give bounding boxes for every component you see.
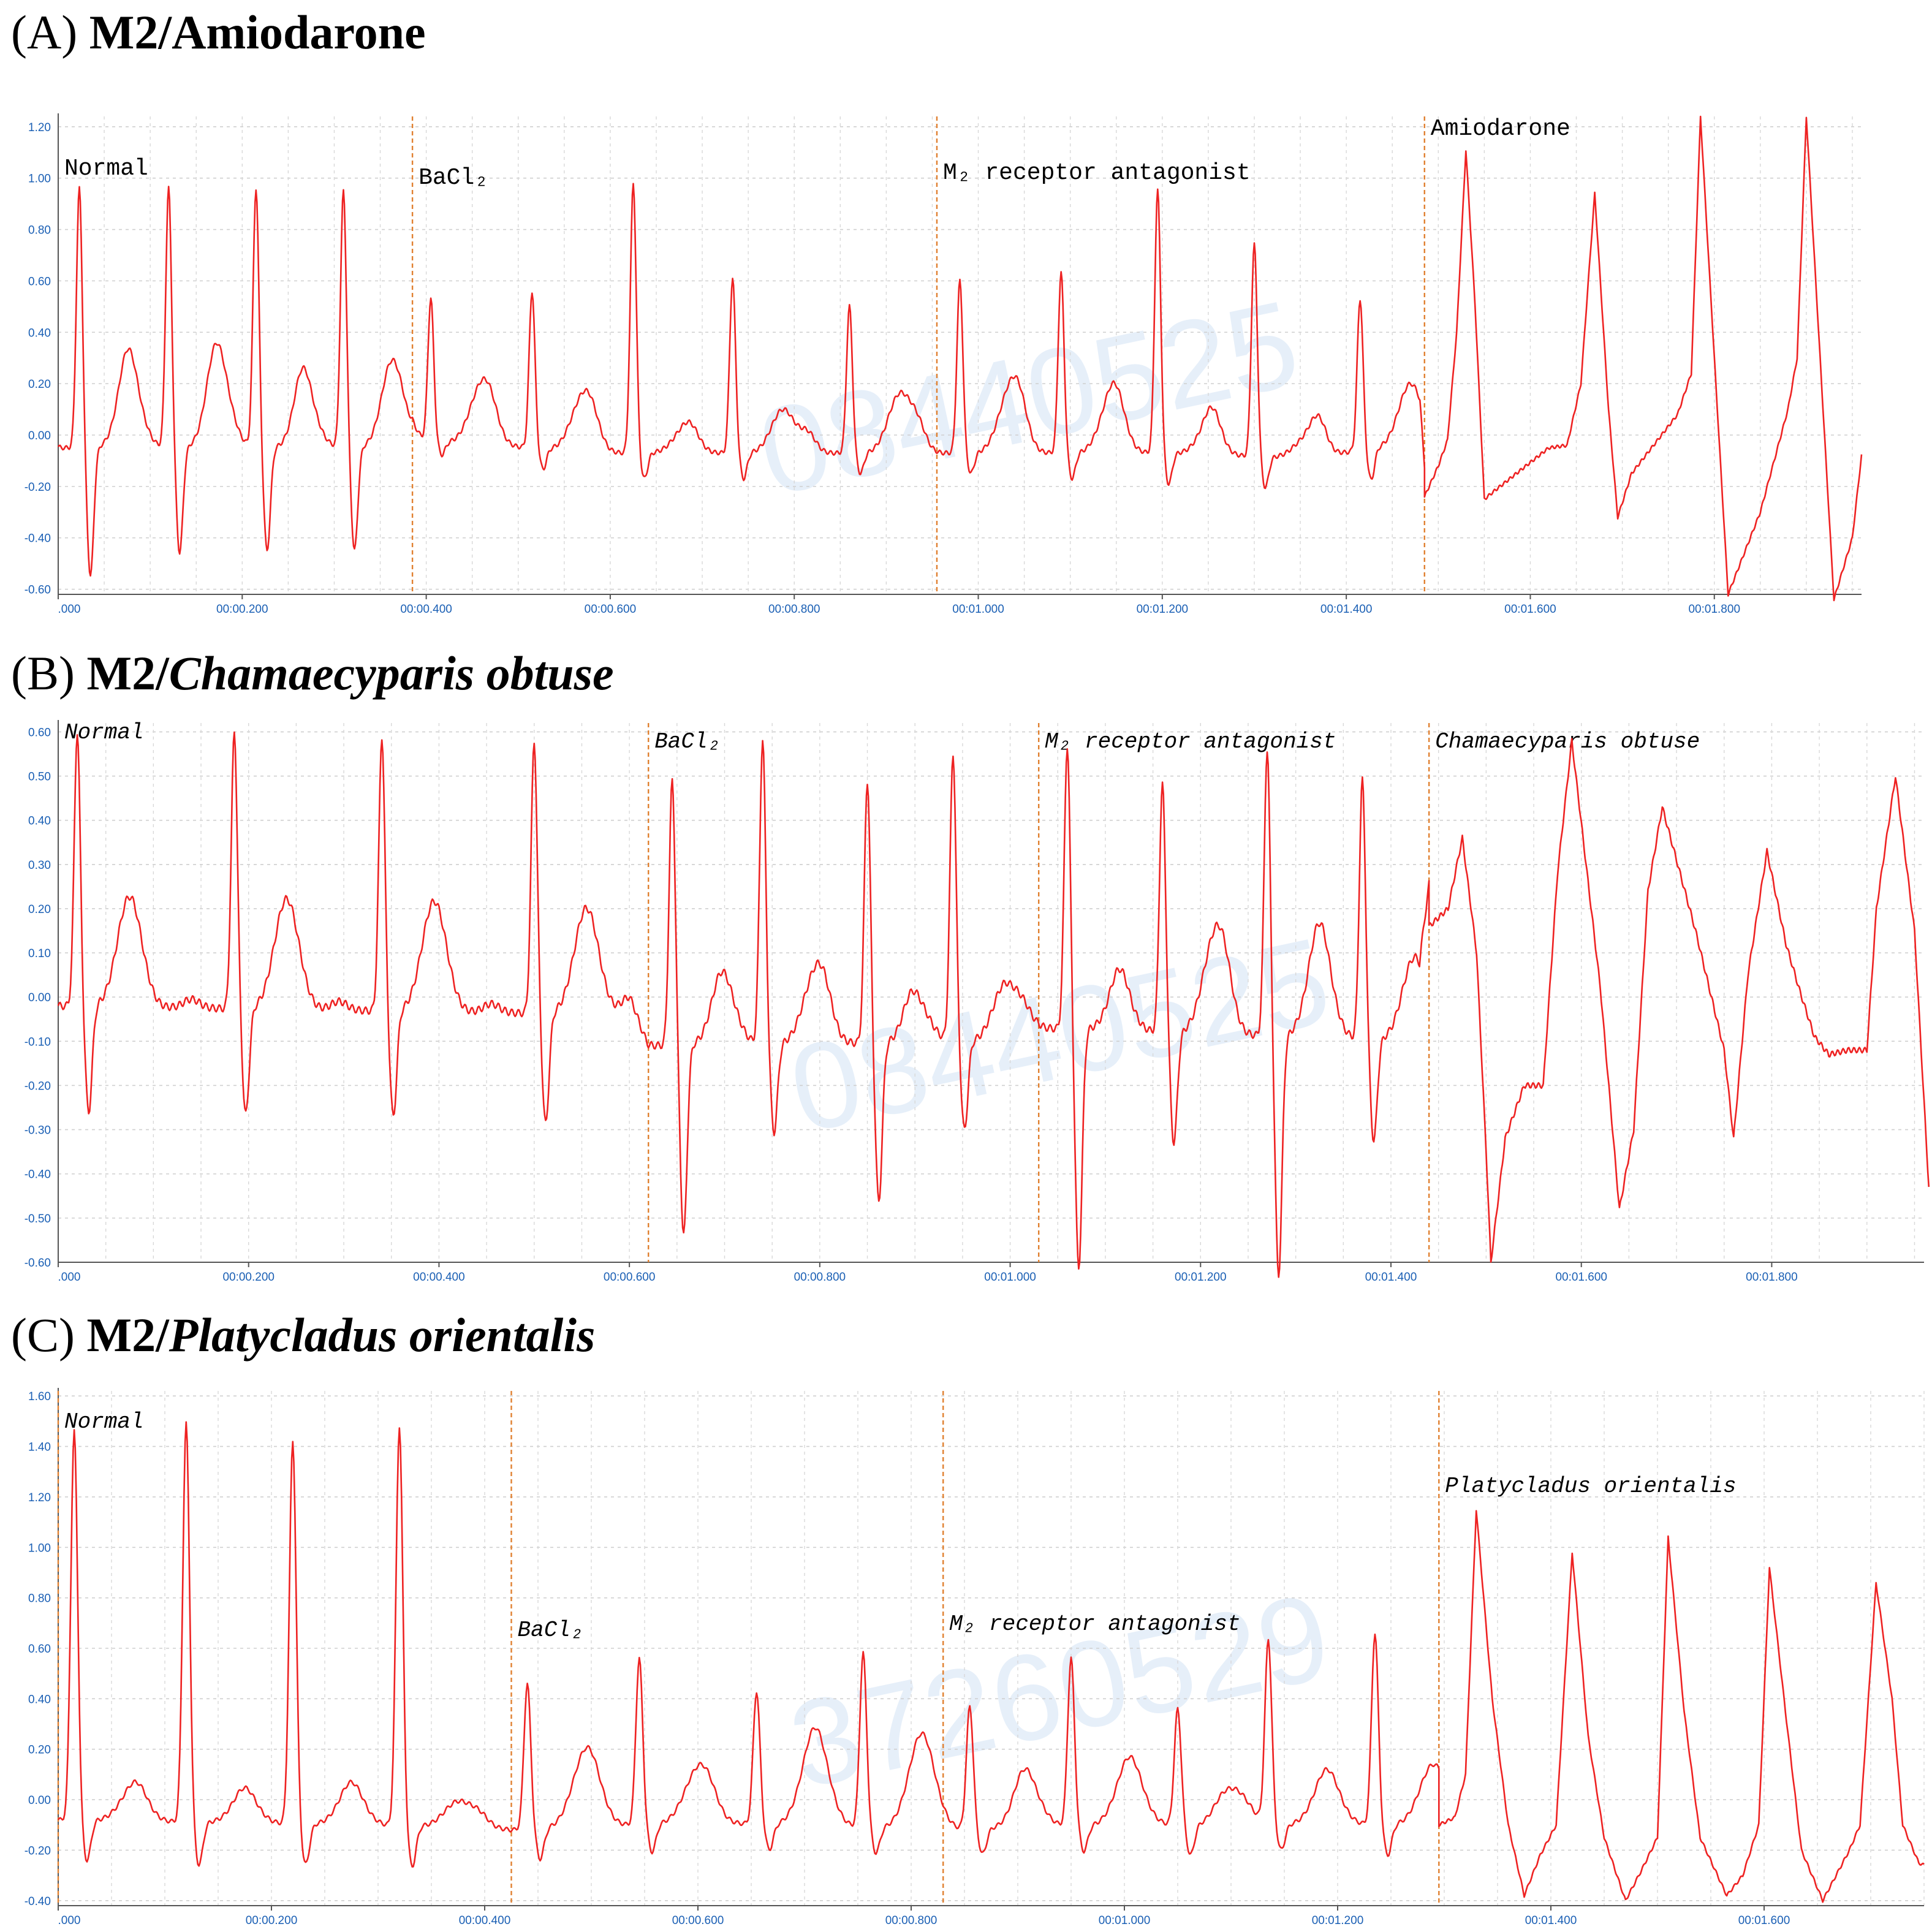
stage-label: Amiodarone [1431,116,1570,142]
panel-a-title-bold: M2/Amiodarone [89,6,426,59]
x-tick-label: 00:00.400 [459,1914,511,1927]
y-tick-label: -0.20 [25,1080,51,1093]
y-tick-label: -0.50 [25,1213,51,1225]
x-tick-label: 00:01.200 [1312,1914,1364,1927]
stage-label: Platycladus orientalis [1445,1474,1736,1499]
x-tick-label: 00:01.600 [1555,1271,1607,1284]
x-tick-label: .000 [58,603,81,616]
watermark: 37260529 [779,1567,1341,1814]
stage-label: Normal [64,156,148,182]
x-tick-label: 00:00.200 [216,603,268,616]
x-tick-label: 00:01.600 [1738,1914,1790,1927]
stage-label: M₂ receptor antagonist [1045,729,1336,754]
x-tick-label: 00:00.600 [585,603,637,616]
stage-label: BaCl₂ [654,729,721,754]
ecg-trace [57,1421,1925,1903]
y-tick-label: 0.60 [28,275,51,288]
x-tick-label: 00:01.000 [952,603,1004,616]
y-tick-label: 0.30 [28,859,51,872]
x-tick-label: .000 [58,1914,81,1927]
y-tick-label: 0.50 [28,771,51,784]
x-tick-label: 00:00.400 [413,1271,465,1284]
y-tick-label: 0.40 [28,815,51,828]
y-tick-label: -0.60 [25,584,51,597]
y-tick-label: 0.40 [28,327,51,339]
x-tick-label: 00:00.600 [672,1914,724,1927]
x-tick-label: 00:00.800 [885,1914,938,1927]
y-tick-label: 0.20 [28,378,51,391]
panel-b-title-bold: M2/ [86,646,169,700]
panel-c-title-italic: Platycladus orientalis [169,1308,596,1362]
x-tick-label: 00:00.200 [222,1271,275,1284]
y-tick-label: -0.40 [25,532,51,545]
x-tick-label: 00:01.200 [1175,1271,1227,1284]
panel-b-title-italic: Chamaecyparis obtuse [169,646,614,700]
y-tick-label: 1.20 [28,1491,51,1504]
ecg-trace [57,731,1930,1278]
x-tick-label: 00:01.200 [1137,603,1189,616]
y-tick-label: 0.60 [28,1643,51,1656]
y-tick-label: 0.00 [28,1794,51,1807]
stage-label: BaCl₂ [518,1618,584,1643]
y-tick-label: 0.20 [28,1744,51,1757]
x-tick-label: 00:00.600 [604,1271,656,1284]
y-tick-label: -0.40 [25,1895,51,1908]
y-tick-label: 1.40 [28,1441,51,1454]
y-tick-label: 0.20 [28,903,51,916]
y-tick-label: -0.10 [25,1036,51,1048]
ecg-trace [57,115,1863,602]
stage-label: Chamaecyparis obtuse [1435,729,1700,754]
y-tick-label: 1.00 [28,1542,51,1555]
y-tick-label: 0.40 [28,1693,51,1706]
y-tick-label: -0.30 [25,1124,51,1137]
stage-label: Normal [64,1409,144,1434]
stage-label: M₂ receptor antagonist [949,1612,1240,1637]
panel-c-title: (C) M2/Platycladus orientalis [11,1311,595,1359]
x-tick-label: .000 [58,1271,81,1284]
stage-label: BaCl₂ [419,165,488,191]
y-tick-label: -0.20 [25,481,51,494]
x-tick-label: 00:01.400 [1525,1914,1577,1927]
panel-b-chart: 08440525-0.60-0.50-0.40-0.30-0.20-0.100.… [25,720,1930,1284]
stage-label: M₂ receptor antagonist [943,160,1251,186]
y-tick-label: 0.80 [28,224,51,237]
x-tick-label: 00:00.800 [768,603,820,616]
y-tick-label: 1.00 [28,173,51,186]
x-tick-label: 00:01.600 [1504,603,1556,616]
panel-a-chart: 08440525-0.60-0.40-0.200.000.200.400.600… [25,113,1863,616]
panel-b-title-prefix: (B) [11,646,75,700]
x-tick-label: 00:01.400 [1320,603,1373,616]
x-tick-label: 00:01.800 [1746,1271,1798,1284]
panel-a-title-prefix: (A) [11,6,78,59]
x-tick-label: 00:00.400 [400,603,452,616]
y-tick-label: 0.10 [28,947,51,960]
y-tick-label: -0.60 [25,1257,51,1270]
panel-c-title-bold: M2/ [86,1308,169,1362]
y-tick-label: 0.80 [28,1593,51,1605]
x-tick-label: 00:01.000 [1099,1914,1151,1927]
x-tick-label: 00:00.800 [794,1271,846,1284]
y-tick-label: 0.00 [28,991,51,1004]
x-tick-label: 00:01.000 [984,1271,1036,1284]
y-tick-label: 1.60 [28,1390,51,1403]
panel-c-title-prefix: (C) [11,1308,75,1362]
y-tick-label: -0.20 [25,1844,51,1857]
x-tick-label: 00:00.200 [246,1914,298,1927]
x-tick-label: 00:01.400 [1365,1271,1417,1284]
panel-b-title: (B) M2/Chamaecyparis obtuse [11,650,614,697]
y-tick-label: -0.40 [25,1169,51,1181]
y-tick-label: 1.20 [28,121,51,134]
x-tick-label: 00:01.800 [1688,603,1740,616]
y-tick-label: 0.60 [28,726,51,739]
panel-a-title: (A) M2/Amiodarone [11,9,426,56]
y-tick-label: 0.00 [28,430,51,442]
